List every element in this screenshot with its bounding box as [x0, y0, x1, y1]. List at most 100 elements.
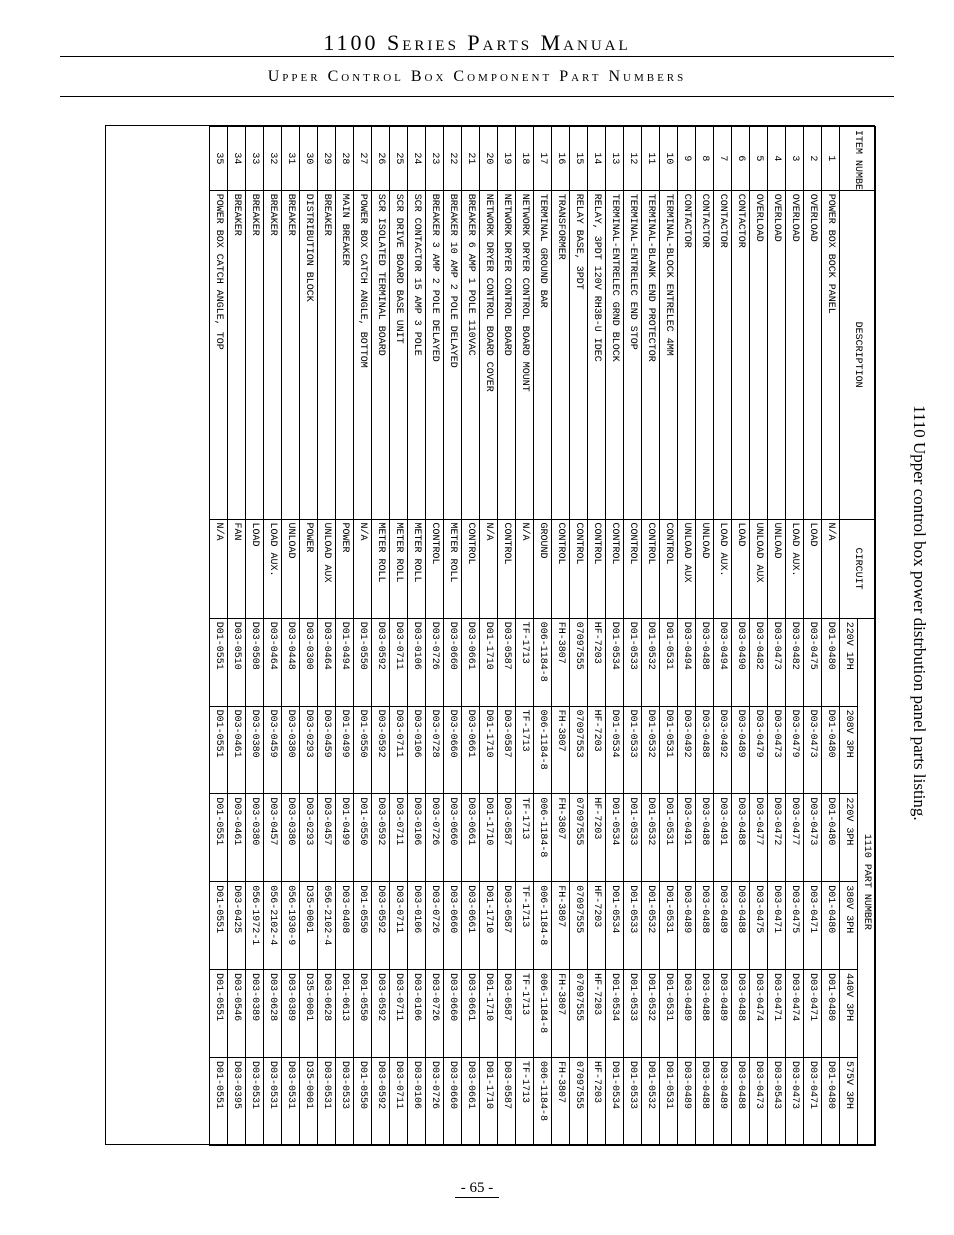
cell-pn: D01-0533	[624, 706, 642, 794]
cell-pn: D01-0533	[624, 618, 642, 706]
cell-pn: D03-0728	[426, 706, 444, 794]
parts-table-container: ITEM NUMBER DESCRIPTION CIRCUIT 1110 PAR…	[105, 125, 875, 1145]
cell-pn: D01-0551	[210, 882, 228, 970]
cell-item: 3	[786, 127, 804, 191]
th-pn-8: 575V 3PH	[840, 1058, 858, 1146]
cell-circuit: N/A	[354, 519, 372, 618]
cell-pn: D03-0489	[678, 970, 696, 1058]
cell-item: 16	[552, 127, 570, 191]
cell-item: 8	[696, 127, 714, 191]
cell-pn: D01-1710	[480, 882, 498, 970]
cell-pn: D01-0532	[642, 882, 660, 970]
cell-pn: D03-0660	[444, 794, 462, 882]
cell-pn: FH-3807	[552, 970, 570, 1058]
cell-pn: D03-0389	[246, 970, 264, 1058]
cell-item: 6	[732, 127, 750, 191]
cell-pn: D01-0531	[660, 882, 678, 970]
cell-pn: D01-0534	[606, 1058, 624, 1146]
cell-item: 10	[660, 127, 678, 191]
cell-item: 35	[210, 127, 228, 191]
cell-pn: D03-0293	[300, 794, 318, 882]
cell-pn: D03-0531	[264, 1058, 282, 1146]
page-subtitle: Upper Control Box Component Part Numbers	[0, 68, 954, 86]
table-row: 24SCR CONTACTOR 15 AMP 3 POLEMETER ROLLD…	[408, 127, 426, 1146]
cell-pn: D03-0471	[804, 1058, 822, 1146]
cell-pn: D03-0726	[426, 970, 444, 1058]
table-row: 23BREAKER 3 AMP 2 POLE DELAYEDCONTROLD03…	[426, 127, 444, 1146]
cell-circuit: N/A	[210, 519, 228, 618]
cell-pn: D03-0389	[282, 970, 300, 1058]
table-row: 31BREAKERUNLOADD03-0448D03-0380D03-03800…	[282, 127, 300, 1146]
cell-pn: D03-0477	[786, 794, 804, 882]
cell-pn: D03-0106	[408, 794, 426, 882]
cell-desc: TRANSFORMER	[552, 190, 570, 519]
cell-circuit: LOAD AUX.	[786, 519, 804, 618]
cell-pn: FH-3807	[552, 706, 570, 794]
cell-pn: 006-1184-8	[534, 618, 552, 706]
cell-item: 29	[318, 127, 336, 191]
cell-pn: D03-0482	[750, 618, 768, 706]
cell-pn: D01-0532	[642, 970, 660, 1058]
cell-pn: D03-0510	[228, 618, 246, 706]
cell-desc: MAIN BREAKER	[336, 190, 354, 519]
cell-desc: POWER BOX BOCK PANEL	[822, 190, 840, 519]
cell-pn: D01-0531	[660, 618, 678, 706]
cell-pn: D03-0661	[462, 882, 480, 970]
cell-desc: SCR ISOLATED TERMINAL BOARD	[372, 190, 390, 519]
cell-circuit: METER ROLL	[444, 519, 462, 618]
cell-pn: D01-0480	[822, 882, 840, 970]
table-row: 33BREAKERLOADD03-0508D03-0380D03-0380056…	[246, 127, 264, 1146]
table-row: 35POWER BOX CATCH ANGLE, TOPN/AD01-0551D…	[210, 127, 228, 1146]
cell-item: 28	[336, 127, 354, 191]
cell-item: 25	[390, 127, 408, 191]
cell-desc: BREAKER 3 AMP 2 POLE DELAYED	[426, 190, 444, 519]
th-circuit: CIRCUIT	[840, 519, 876, 618]
cell-circuit: LOAD	[804, 519, 822, 618]
cell-pn: D01-0532	[642, 794, 660, 882]
table-row: 19NETWORK DRYER CONTROL BOARDCONTROLD03-…	[498, 127, 516, 1146]
cell-pn: D35-0001	[300, 1058, 318, 1146]
cell-pn: D03-0491	[714, 794, 732, 882]
cell-circuit: UNLOAD	[768, 519, 786, 618]
cell-pn: D03-0711	[390, 970, 408, 1058]
cell-pn: TF-1713	[516, 618, 534, 706]
cell-pn: D01-0550	[354, 970, 372, 1058]
table-row: 26SCR ISOLATED TERMINAL BOARDMETER ROLLD…	[372, 127, 390, 1146]
cell-pn: D03-0660	[444, 970, 462, 1058]
cell-desc: TERMINAL GROUND BAR	[534, 190, 552, 519]
cell-circuit: N/A	[480, 519, 498, 618]
cell-pn: FH-3807	[552, 618, 570, 706]
cell-circuit: UNLOAD	[696, 519, 714, 618]
cell-pn: D03-0471	[804, 970, 822, 1058]
cell-desc: BREAKER	[318, 190, 336, 519]
cell-pn: D03-0587	[498, 618, 516, 706]
cell-pn: D01-0534	[606, 706, 624, 794]
cell-pn: D01-0533	[624, 970, 642, 1058]
cell-pn: D03-0464	[264, 618, 282, 706]
cell-circuit: UNLOAD AUX	[318, 519, 336, 618]
cell-desc: RELAY BASE, 3PDT	[570, 190, 588, 519]
cell-desc: CONTACTOR	[714, 190, 732, 519]
cell-circuit: CONTROL	[426, 519, 444, 618]
cell-item: 12	[624, 127, 642, 191]
cell-desc: OVERLOAD	[804, 190, 822, 519]
cell-item: 17	[534, 127, 552, 191]
table-row: 2OVERLOADLOADD03-0475D03-0473D03-0473D03…	[804, 127, 822, 1146]
cell-pn: D01-0531	[660, 970, 678, 1058]
cell-pn: D01-0550	[354, 882, 372, 970]
cell-pn: D03-0300	[300, 618, 318, 706]
cell-pn: D01-0533	[624, 1058, 642, 1146]
table-row: 4OVERLOADUNLOADD03-0473D03-0473D03-0472D…	[768, 127, 786, 1146]
cell-pn: D01-0550	[354, 618, 372, 706]
cell-pn: D01-0532	[642, 1058, 660, 1146]
cell-desc: TERMINAL-ENTRELEC END STOP	[624, 190, 642, 519]
cell-pn: D03-0592	[372, 794, 390, 882]
cell-pn: D03-0587	[498, 794, 516, 882]
cell-pn: D03-0488	[732, 970, 750, 1058]
cell-circuit: UNLOAD AUX	[750, 519, 768, 618]
cell-pn: D03-0592	[372, 706, 390, 794]
cell-pn: D03-0106	[408, 882, 426, 970]
cell-pn: D03-0473	[750, 1058, 768, 1146]
th-pn-7: 440V 3PH	[840, 970, 858, 1058]
table-row: 25SCR DRIVE BOARD BASE UNITMETER ROLLD03…	[390, 127, 408, 1146]
